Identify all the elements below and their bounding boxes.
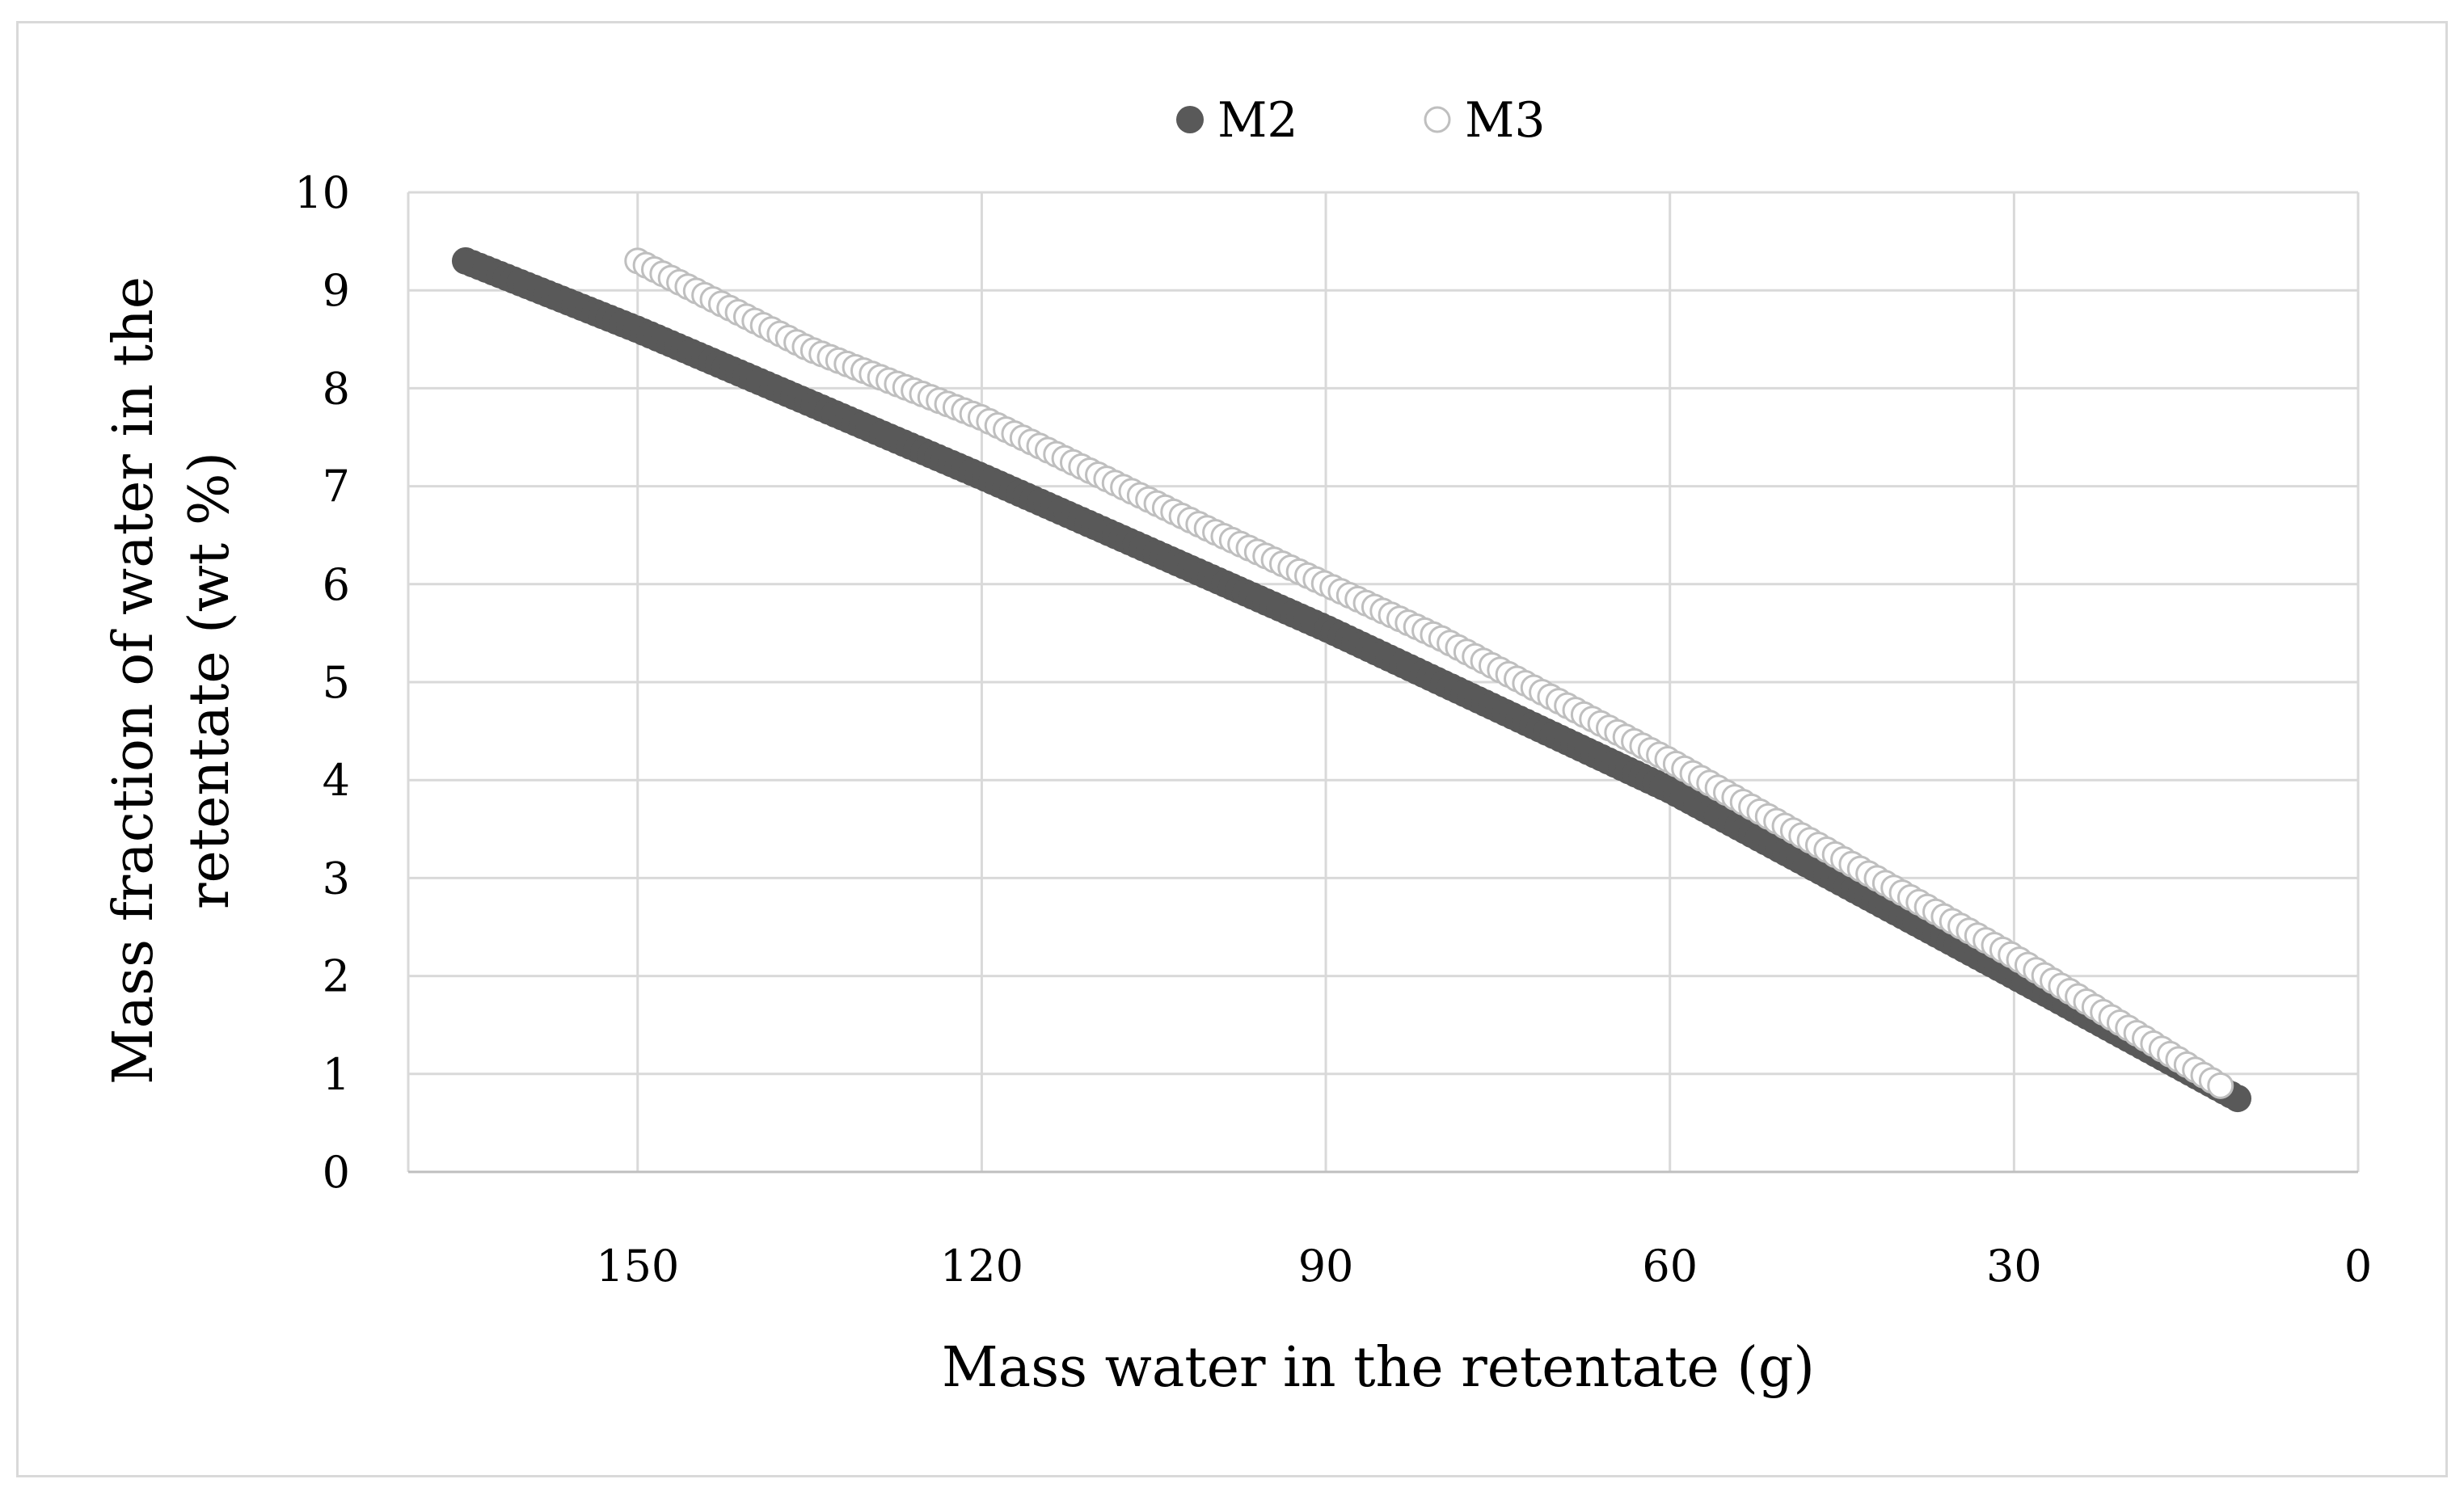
y-tick-label: 3 bbox=[323, 853, 350, 904]
y-tick-label: 2 bbox=[323, 951, 350, 1002]
x-tick-labels: 150 120 90 60 30 0 bbox=[596, 1241, 2372, 1292]
legend: M2 M3 bbox=[1176, 92, 1546, 149]
legend-m3-label: M3 bbox=[1465, 92, 1546, 149]
x-tick-label: 120 bbox=[940, 1241, 1023, 1292]
y-tick-label: 7 bbox=[323, 461, 350, 512]
legend-m2-marker bbox=[1176, 106, 1204, 133]
y-tick-label: 6 bbox=[323, 559, 350, 610]
x-tick-label: 0 bbox=[2344, 1241, 2372, 1292]
y-axis-label-line-2: retentate (wt %) bbox=[178, 452, 242, 909]
y-tick-label: 5 bbox=[323, 657, 350, 708]
series-m2-points bbox=[451, 247, 2252, 1113]
x-tick-label: 90 bbox=[1298, 1241, 1354, 1292]
legend-m3-marker bbox=[1424, 106, 1451, 133]
y-axis-label-line-1: Mass fraction of water in the bbox=[102, 276, 166, 1085]
x-axis-label: Mass water in the retentate (g) bbox=[942, 1336, 1815, 1400]
y-tick-label: 0 bbox=[323, 1147, 350, 1198]
chart-frame bbox=[16, 21, 2448, 1477]
y-tick-label: 10 bbox=[294, 167, 350, 218]
grid-lines bbox=[407, 191, 2360, 1174]
y-tick-label: 8 bbox=[323, 363, 350, 414]
x-tick-label: 30 bbox=[1986, 1241, 2042, 1292]
x-tick-label: 60 bbox=[1642, 1241, 1698, 1292]
x-tick-label: 150 bbox=[596, 1241, 679, 1292]
point-m3 bbox=[2207, 1072, 2234, 1099]
y-tick-label: 4 bbox=[323, 755, 350, 806]
series-m3-points bbox=[624, 247, 2234, 1099]
y-tick-labels: 0 1 2 3 4 5 6 7 8 9 10 bbox=[294, 167, 350, 1198]
legend-m2-label: M2 bbox=[1217, 92, 1298, 149]
y-tick-label: 1 bbox=[323, 1049, 350, 1100]
y-tick-label: 9 bbox=[323, 265, 350, 316]
